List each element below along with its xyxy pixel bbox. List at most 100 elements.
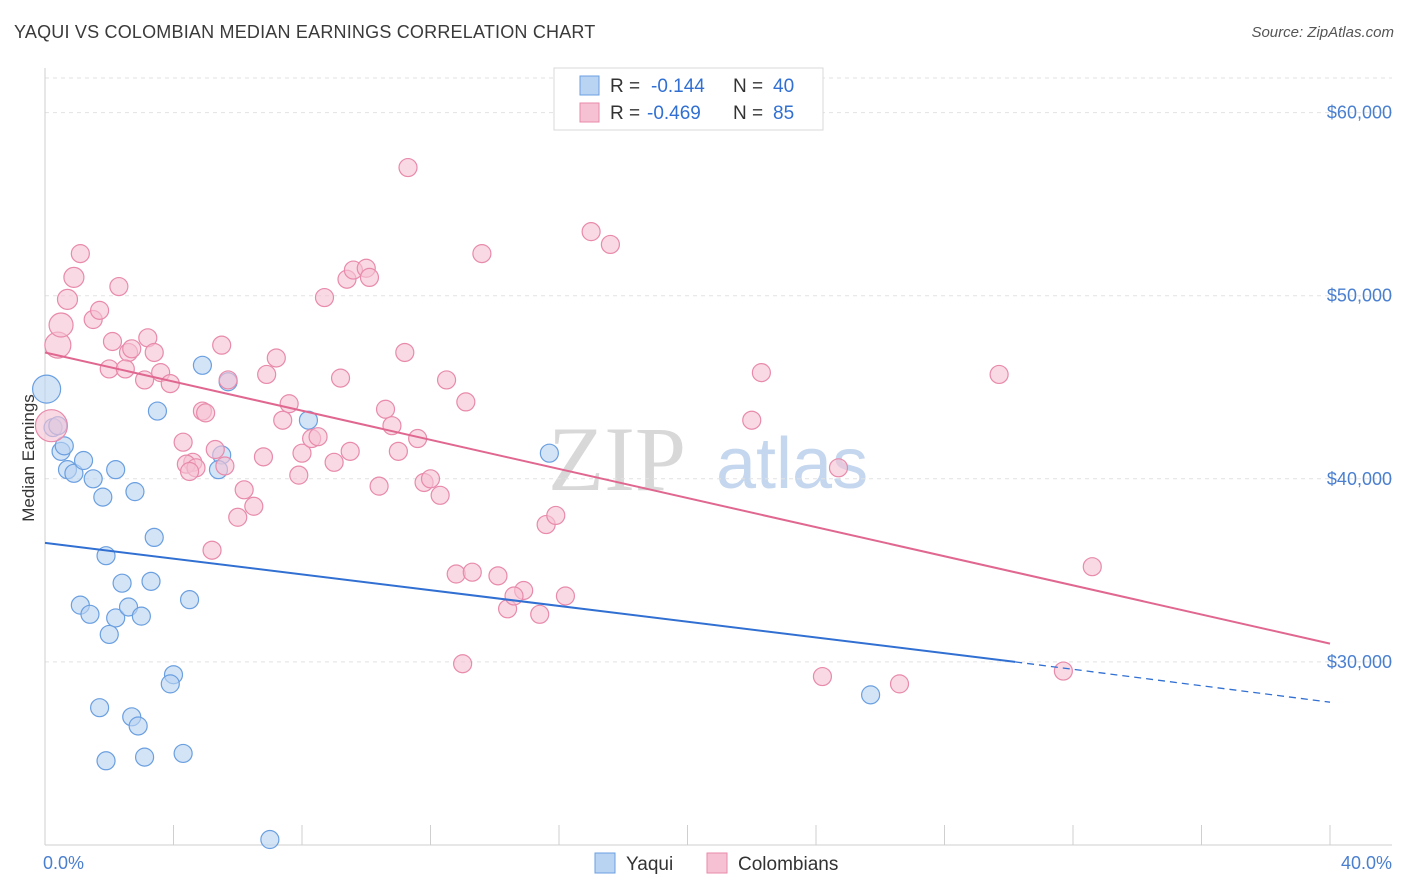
colombians-point [395, 342, 415, 363]
y-tick-label: $60,000 [1327, 103, 1392, 123]
yaqui-point [99, 624, 119, 645]
colombians-point [244, 496, 264, 516]
colombians-point [751, 363, 771, 383]
yaqui-point [64, 463, 84, 483]
yaqui-point [861, 685, 881, 705]
colombians-point [398, 157, 418, 178]
legend-swatch-colombians [579, 102, 600, 123]
legend-r-label-yaqui: R = [610, 76, 640, 97]
colombians-point [202, 540, 222, 560]
colombians-point [504, 586, 524, 606]
yaqui-point [144, 527, 164, 548]
yaqui-point [73, 450, 94, 471]
colombians-point [530, 604, 550, 624]
colombians-point [375, 399, 396, 419]
colombians-point [546, 505, 566, 526]
colombians-point [314, 287, 335, 308]
colombians-point [555, 586, 576, 606]
yaqui-point [106, 608, 126, 628]
colombians-point [179, 461, 200, 482]
yaqui-point [192, 355, 213, 375]
colombians-trend-line [44, 351, 1331, 645]
bottom-legend-swatch-colombians [706, 852, 728, 874]
colombians-point [215, 456, 235, 476]
colombians-point [102, 331, 123, 352]
watermark-zip: ZIP [548, 408, 686, 510]
legend-n-value-yaqui: 40 [773, 76, 794, 97]
legend: R = -0.144 N = 40 R = -0.469 N = 85 [553, 67, 824, 131]
colombians-point [218, 370, 238, 390]
colombians-point [234, 480, 254, 500]
colombians-point [989, 364, 1009, 385]
x-tick-label-max: 40.0% [1341, 853, 1392, 873]
colombians-point [205, 439, 225, 460]
legend-n-value-colombians: 85 [773, 103, 794, 124]
yaqui-point [96, 751, 116, 771]
yaqui-point [80, 604, 100, 624]
colombians-point [308, 427, 328, 447]
yaqui-point [90, 698, 110, 718]
colombians-point [34, 409, 69, 443]
y-axis-tick-labels: $30,000 $40,000 $50,000 $60,000 [1327, 103, 1392, 672]
colombians-point [70, 244, 90, 264]
colombians-point [430, 485, 450, 505]
gridlines [45, 77, 1392, 663]
yaqui-point [134, 747, 155, 767]
legend-n-label-colombians: N = [733, 103, 763, 124]
colombians-point [289, 465, 309, 485]
yaqui-point [128, 716, 148, 736]
colombians-point [330, 368, 351, 388]
colombians-point [1082, 557, 1102, 577]
colombians-point [446, 564, 466, 584]
colombians-point [266, 348, 286, 368]
colombians-point [388, 441, 408, 461]
colombians-point [160, 374, 180, 394]
legend-n-label-yaqui: N = [733, 76, 763, 97]
colombians-point [600, 234, 621, 255]
bottom-legend: Yaqui Colombians [594, 852, 838, 875]
colombians-point [453, 654, 473, 674]
yaqui-point [83, 469, 103, 489]
y-tick-label: $40,000 [1327, 469, 1392, 489]
colombians-point [828, 458, 849, 478]
colombians-point [369, 476, 389, 496]
legend-swatch-yaqui [579, 75, 600, 96]
yaqui-trend-line [44, 541, 1016, 663]
colombians-point [109, 276, 129, 297]
yaqui-point [173, 743, 193, 764]
yaqui-point [125, 482, 145, 502]
colombians-point [48, 312, 74, 338]
colombians-point [253, 447, 274, 467]
colombians-point [812, 666, 833, 687]
scatter-points [32, 157, 1102, 850]
yaqui-point [179, 590, 200, 610]
bottom-legend-label-colombians: Colombians [738, 854, 838, 875]
y-tick-label: $30,000 [1327, 652, 1392, 672]
yaqui-point [106, 460, 126, 480]
colombians-point [488, 566, 508, 586]
colombians-point [90, 300, 110, 320]
colombians-point [173, 432, 193, 452]
source-label: Source: ZipAtlas.com [1251, 24, 1394, 41]
colombians-point [581, 222, 601, 242]
bottom-legend-swatch-yaqui [594, 852, 616, 874]
colombians-point [742, 410, 762, 430]
yaqui-point [147, 401, 168, 421]
bottom-legend-label-yaqui: Yaqui [626, 854, 673, 875]
colombians-point [257, 364, 277, 385]
y-tick-label: $50,000 [1327, 286, 1392, 306]
colombians-point [292, 443, 312, 463]
colombians-point [122, 339, 142, 359]
yaqui-point [32, 374, 62, 404]
colombians-point [472, 244, 492, 264]
colombians-point [56, 288, 79, 310]
trend-lines [44, 351, 1331, 703]
colombians-point [436, 370, 457, 390]
chart-title: YAQUI VS COLOMBIAN MEDIAN EARNINGS CORRE… [14, 22, 596, 42]
yaqui-point [112, 573, 132, 593]
colombians-point [1053, 661, 1073, 681]
colombians-point [462, 562, 482, 582]
yaqui-trend-extension [1015, 661, 1331, 703]
colombians-point [63, 266, 85, 289]
